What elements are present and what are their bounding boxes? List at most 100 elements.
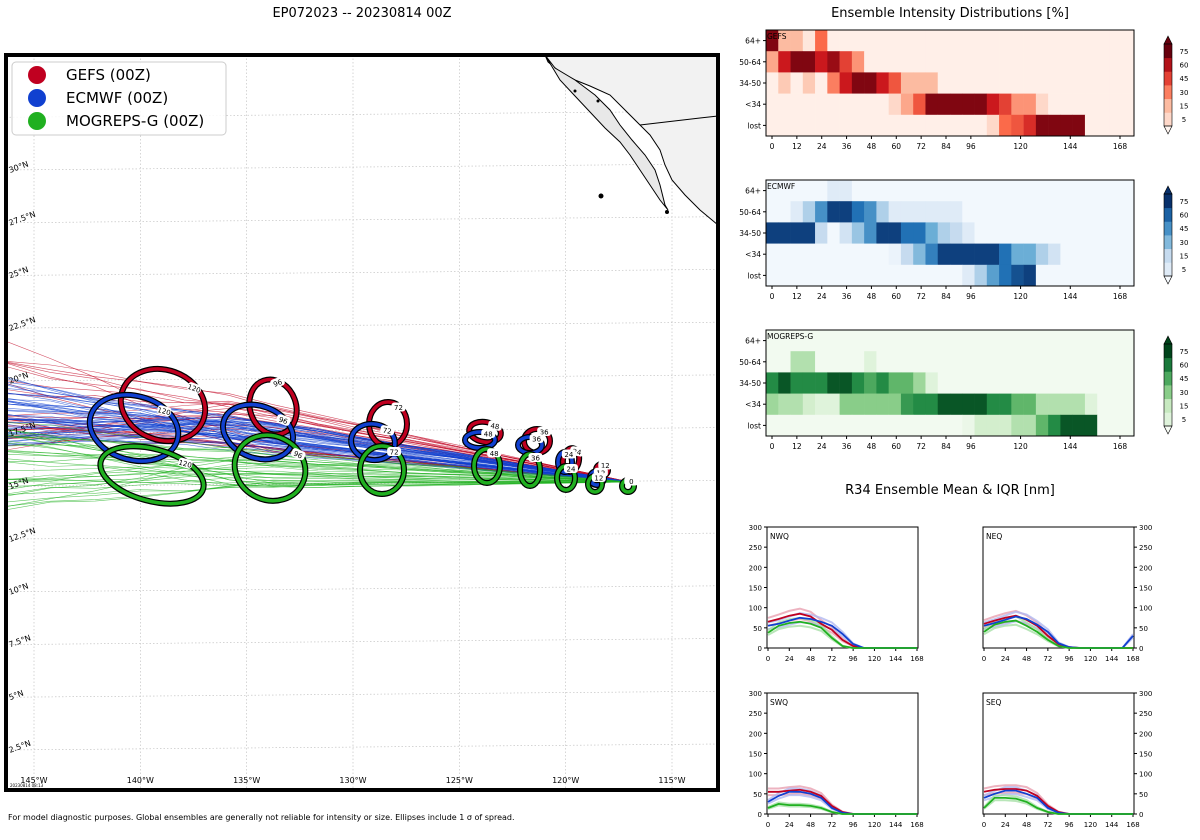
heatmap-cell [950,243,963,266]
r34-xtick-label: 72 [827,655,836,663]
heatmap-cell [950,393,963,416]
heatmap-cell [839,264,853,287]
heatmap-cell [974,372,988,394]
heatmap-cell [1035,114,1049,137]
heatmap-cell [937,351,951,373]
heatmap-cell [900,30,914,52]
heatmap-cell [1060,30,1073,52]
heatmap-cell [986,372,1000,394]
r34-ytick-label: 150 [1139,585,1152,593]
heatmap-cell [864,351,877,373]
heatmap-cell [1060,180,1073,202]
heatmap-cell [888,93,902,116]
ellipse-label: 36 [531,455,540,463]
r34-ytick-label: 50 [1139,625,1148,633]
heatmap-cell [999,93,1012,116]
r34-mean-line-mogreps-g [767,620,917,649]
ellipse-label: 36 [540,429,549,437]
heatmap-cell [790,72,804,94]
heatmap-cell [1011,243,1024,266]
heatmap-xtick-label: 0 [770,442,775,451]
heatmap-cell [950,114,963,137]
heatmap-xtick-label: 12 [792,442,802,451]
heatmap-cell [1035,51,1049,73]
uncertainty-ellipse: 48 [471,446,503,486]
heatmap-cell [1109,114,1123,137]
uncertainty-ellipse: 72 [357,443,407,497]
heatmap-cell [1121,243,1135,266]
colorbar-tick-label: 15 [1180,103,1189,111]
heatmap-cell [900,51,914,73]
heatmap-cell [913,180,926,202]
heatmap-cell [1035,243,1049,266]
lon-label: 125°W [446,776,473,785]
heatmap-cell [1023,30,1037,52]
heatmap-cell [815,264,828,287]
r34-xtick-label: 96 [1065,655,1074,663]
ellipse-fill [119,367,207,443]
heatmap-cell [986,414,1000,437]
colorbar-segment [1164,371,1172,386]
ellipse-label: 36 [532,436,541,444]
ellipse-label-box [487,420,503,431]
heatmap-cell [766,372,779,394]
r34-ytick-label: 100 [749,605,762,613]
r34-xtick-label: 0 [982,821,986,829]
heatmap-cell [1109,201,1123,223]
colorbar-tick-label: 60 [1180,212,1189,220]
ensemble-tracks [6,341,631,511]
heatmap-cell [1121,330,1135,352]
heatmap-cell [876,393,889,416]
heatmap-cell [1060,264,1073,287]
heatmap-cell [1011,222,1024,244]
colorbar-segment [1164,221,1172,236]
r34-ytick-label: 50 [1139,791,1148,799]
r34-quadrant-label: SWQ [770,698,788,707]
heatmap-cell [1023,393,1037,416]
colorbar-tick-label: 30 [1180,89,1189,97]
heatmap-row-label: 34-50 [739,379,761,388]
heatmap-cell [986,72,1000,94]
heatmap-cell [962,93,975,116]
heatmap-cell [1121,93,1135,116]
heatmap-cell [999,414,1012,437]
r34-ytick-label: 150 [749,751,762,759]
lon-label: 120°W [552,776,579,785]
heatmap-cell [1097,93,1110,116]
heatmap-cell [999,372,1012,394]
ensemble-track [6,432,631,483]
heatmap-cell [864,30,877,52]
heatmap-cell [815,180,828,202]
heatmap-panel-mogreps-g: MOGREPS-G 64+ 50-64 34-50 <34 lost 0 12 24 36 48 60… [739,329,1189,451]
r34-ytick-label: 100 [749,771,762,779]
heatmap-cell [1048,93,1061,116]
heatmap-cell [1121,201,1135,223]
r34-xtick-label: 48 [1022,655,1031,663]
heatmap-cell [778,330,791,352]
heatmap-cell [974,30,988,52]
heatmap-cell [1121,393,1135,416]
heatmap-cell [999,30,1012,52]
heatmap-cell [888,51,902,73]
heatmap-cell [766,72,779,94]
heatmap-cell [790,243,804,266]
heatmap-cell [950,72,963,94]
heatmap-xtick-label: 36 [842,142,852,151]
heatmap-cell [900,243,914,266]
heatmap-cell [815,30,828,52]
r34-xtick-label: 24 [1001,655,1010,663]
ellipse-label-box [187,382,202,394]
r34-mean-line-mogreps-g [767,802,917,815]
colorbar-tick-label: 75 [1180,348,1189,356]
heatmap-cell [913,93,926,116]
heatmap-cell [888,243,902,266]
ellipse-label: 48 [484,431,493,439]
heatmap-cell [827,351,840,373]
heatmap-cell [1109,180,1123,202]
colorbar-segment [1164,71,1172,86]
heatmap-cell [925,114,939,137]
heatmap-cell [962,30,975,52]
heatmap-cell [778,180,791,202]
heatmap-cell [790,351,804,373]
